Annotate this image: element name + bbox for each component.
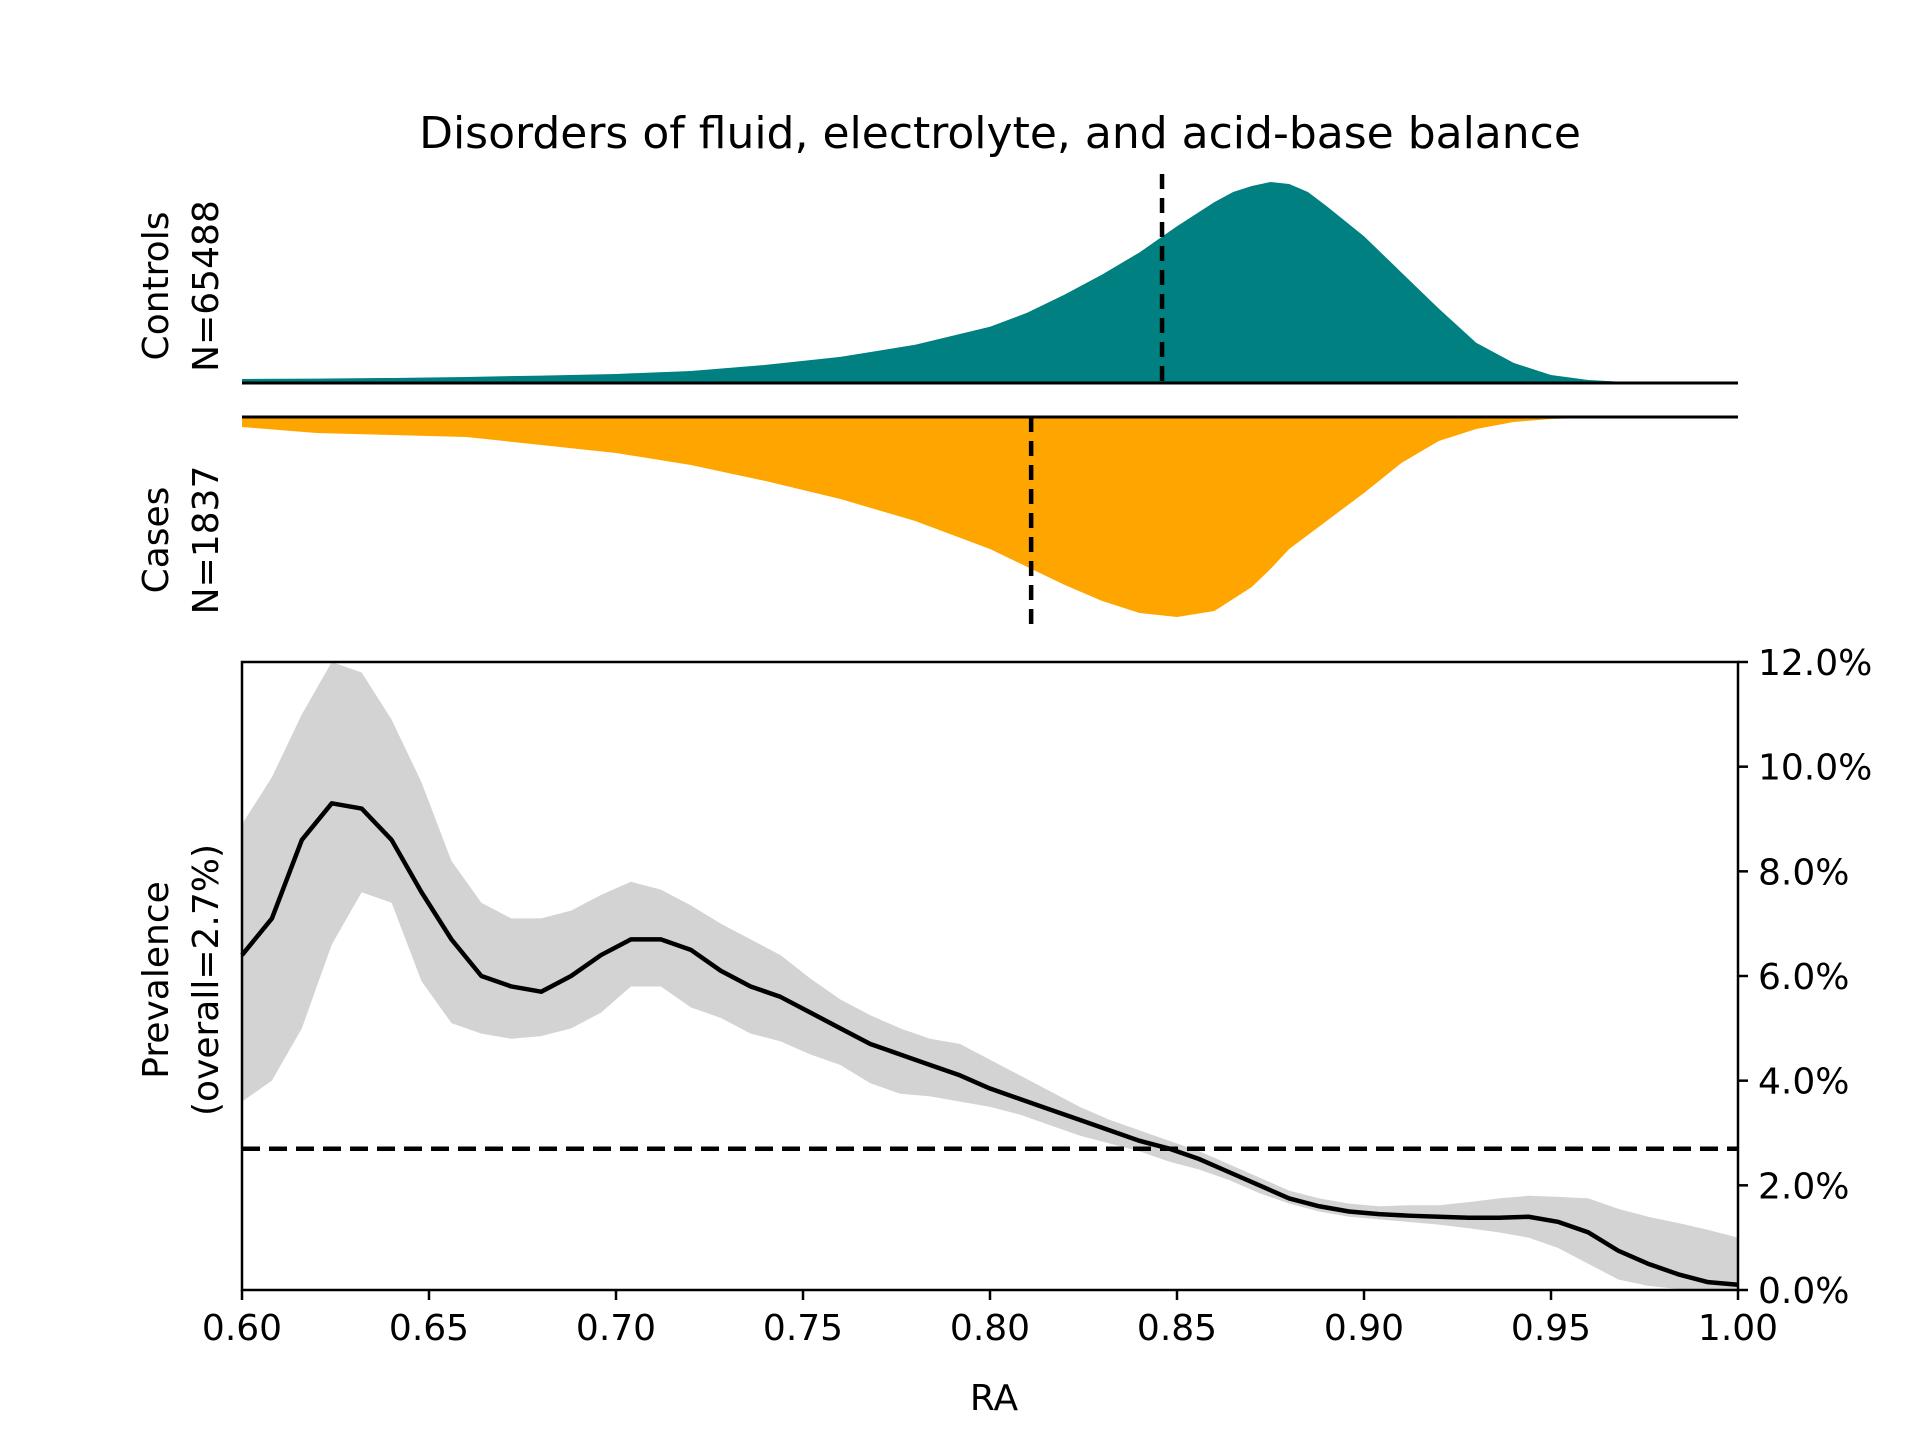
y-tick-label: 10.0% — [1758, 748, 1872, 789]
y-axis-label-line2: (overall=2.7%) — [186, 844, 227, 1116]
cases-count: N=1837 — [186, 466, 227, 615]
x-tick-label: 0.60 — [202, 1308, 282, 1349]
prevalence-ci-band — [242, 662, 1738, 1290]
controls-panel: Controls N=65488 — [136, 174, 1738, 385]
x-axis-label: RA — [970, 1378, 1019, 1419]
y-tick-label: 0.0% — [1758, 1271, 1849, 1312]
prevalence-panel: 0.60 0.65 0.70 0.75 0.80 0.85 0.90 0.95 1.00 0.0… — [136, 643, 1872, 1419]
x-tick-label: 0.65 — [389, 1308, 469, 1349]
x-axis-ticks: 0.60 0.65 0.70 0.75 0.80 0.85 0.90 0.95 1.00 — [202, 1290, 1778, 1349]
prevalence-line — [240, 801, 1739, 1288]
x-tick-label: 0.85 — [1137, 1308, 1217, 1349]
x-tick-label: 1.00 — [1698, 1308, 1778, 1349]
y-tick-label: 6.0% — [1758, 957, 1849, 998]
x-tick-label: 0.70 — [576, 1308, 656, 1349]
cases-density-area — [242, 417, 1738, 617]
controls-count: N=65488 — [186, 200, 227, 372]
x-tick-label: 0.95 — [1511, 1308, 1591, 1349]
controls-density-area — [242, 182, 1738, 383]
y-tick-label: 2.0% — [1758, 1166, 1849, 1207]
cases-panel: Cases N=1837 — [136, 415, 1738, 626]
controls-label: Controls — [136, 212, 177, 361]
cases-label: Cases — [136, 487, 177, 594]
y-tick-label: 8.0% — [1758, 852, 1849, 893]
y-tick-label: 4.0% — [1758, 1062, 1849, 1103]
x-tick-label: 0.90 — [1324, 1308, 1404, 1349]
y-axis-label-line1: Prevalence — [136, 881, 177, 1079]
chart-title: Disorders of fluid, electrolyte, and aci… — [419, 108, 1581, 159]
x-tick-label: 0.75 — [763, 1308, 843, 1349]
x-tick-label: 0.80 — [950, 1308, 1030, 1349]
y-axis-ticks: 0.0% 2.0% 4.0% 6.0% 8.0% 10.0% 12.0% — [1738, 643, 1872, 1312]
y-tick-label: 12.0% — [1758, 643, 1872, 684]
